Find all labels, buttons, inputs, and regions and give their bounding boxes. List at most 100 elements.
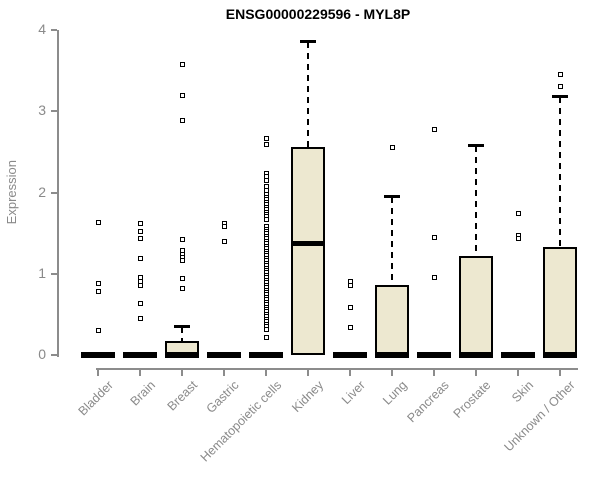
x-axis-tick [307, 368, 309, 376]
outlier-point [137, 236, 143, 242]
x-category-label: Hematopoietic cells [197, 378, 284, 465]
x-category-label: Lung [380, 378, 410, 408]
x-category-label: Breast [164, 378, 200, 414]
median-line [543, 352, 577, 358]
outlier-point [137, 300, 143, 306]
median-line [249, 352, 283, 358]
outlier-point [95, 220, 101, 226]
box [459, 255, 493, 355]
outlier-point [179, 117, 185, 123]
whisker-line [391, 196, 393, 286]
outlier-point [431, 126, 437, 132]
outlier-point [431, 275, 437, 281]
outlier-point [347, 283, 353, 289]
x-axis-tick [559, 368, 561, 376]
median-line [375, 352, 409, 358]
whisker-cap [300, 40, 316, 44]
box [291, 147, 325, 355]
x-axis-tick [181, 368, 183, 376]
x-axis-tick [517, 368, 519, 376]
outlier-point [431, 234, 437, 240]
x-category-label: Prostate [451, 378, 494, 421]
y-axis-tick [51, 354, 57, 356]
box [543, 246, 577, 355]
x-axis-tick [391, 368, 393, 376]
outlier-point [263, 335, 269, 341]
whisker-cap [384, 194, 400, 198]
outlier-point [347, 324, 353, 330]
box [375, 285, 409, 355]
outlier-point [95, 328, 101, 334]
outlier-point [221, 238, 227, 244]
x-axis-tick [139, 368, 141, 376]
x-axis-tick [265, 368, 267, 376]
x-category-label: Bladder [75, 378, 116, 419]
y-axis-tick [51, 272, 57, 275]
outlier-point [221, 224, 227, 230]
whisker-line [475, 146, 477, 256]
y-axis-tick [51, 29, 57, 31]
median-line [81, 352, 115, 358]
whisker-line [559, 97, 561, 247]
outlier-point [263, 177, 269, 183]
y-tick-label: 1 [38, 264, 46, 281]
outlier-point [137, 229, 143, 234]
median-line [123, 352, 157, 358]
chart-title: ENSG00000229596 - MYL8P [225, 6, 411, 22]
median-line [501, 352, 535, 358]
outlier-point [263, 136, 269, 142]
x-axis-tick [349, 368, 351, 376]
outlier-point [263, 216, 269, 222]
x-axis-line [96, 368, 578, 370]
x-axis-tick [223, 368, 225, 376]
outlier-point [557, 72, 563, 78]
outlier-point [179, 237, 185, 243]
outlier-point [515, 236, 521, 242]
outlier-point [95, 281, 101, 286]
median-line [291, 240, 325, 246]
outlier-point [263, 326, 269, 332]
y-tick-label: 3 [38, 102, 46, 119]
y-axis-line [57, 30, 59, 357]
outlier-point [137, 283, 143, 289]
y-axis-tick [51, 110, 57, 113]
whisker-line [181, 326, 183, 342]
whisker-line [307, 42, 309, 147]
median-line [207, 352, 241, 358]
outlier-point [137, 315, 143, 321]
outlier-point [389, 145, 395, 151]
median-line [417, 352, 451, 358]
y-axis-tick [51, 191, 57, 194]
x-category-label: Kidney [288, 378, 326, 415]
outlier-point [179, 258, 185, 264]
y-tick-label: 0 [38, 346, 46, 362]
outlier-point [179, 285, 185, 291]
x-category-label: Pancreas [404, 378, 452, 426]
median-line [333, 352, 367, 358]
outlier-point [347, 278, 353, 284]
outlier-point [515, 211, 521, 217]
x-axis-tick [475, 368, 477, 376]
outlier-point [179, 62, 185, 68]
outlier-point [263, 187, 269, 193]
whisker-cap [552, 95, 568, 99]
x-category-label: Brain [127, 378, 158, 409]
median-line [459, 352, 493, 358]
outlier-point [137, 255, 143, 261]
outlier-point [95, 289, 101, 295]
x-axis-tick [97, 368, 99, 376]
outlier-point [263, 142, 269, 148]
outlier-point [557, 84, 563, 90]
x-axis-tick [433, 368, 435, 376]
y-tick-label: 4 [38, 21, 46, 37]
outlier-point [179, 92, 185, 98]
x-category-label: Gastric [204, 378, 242, 416]
outlier-point [179, 276, 185, 282]
x-category-label: Skin [508, 378, 536, 406]
outlier-point [137, 220, 143, 226]
median-line [165, 352, 199, 358]
x-category-label: Liver [338, 378, 368, 408]
whisker-cap [174, 324, 190, 328]
